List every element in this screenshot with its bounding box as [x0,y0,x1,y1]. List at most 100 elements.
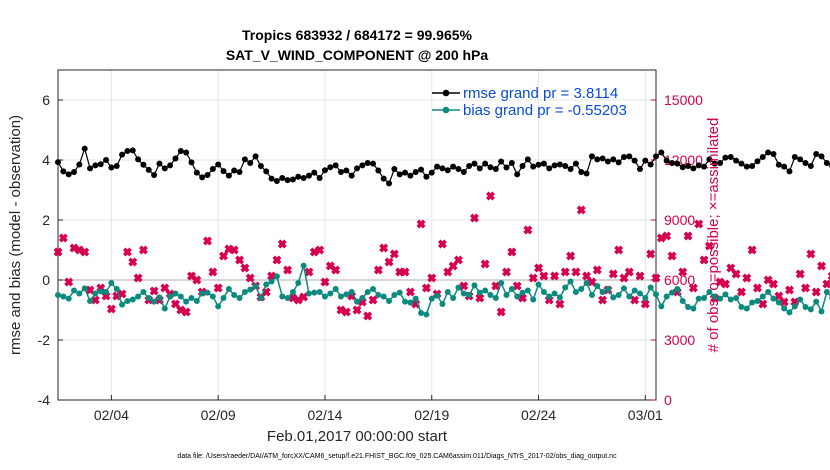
bias-point [572,289,579,295]
obs-point [608,269,618,279]
rmse-point [113,163,120,169]
obs-point [576,205,586,215]
rmse-point [354,165,360,172]
rmse-point [391,166,398,172]
bias-point [615,292,622,298]
rmse-point [450,163,457,170]
bias-point [87,298,94,304]
right-y-tick-label: 3000 [664,332,695,348]
bias-point [503,292,510,298]
rmse-point [92,162,99,169]
rmse-point [151,172,158,178]
chart-title-line1: Tropics 683932 / 684172 = 99.965% [242,27,473,43]
bias-point [423,311,430,318]
bias-point [765,289,772,295]
obs-point [555,299,565,309]
bias-point [743,305,750,312]
rmse-point [594,156,601,163]
obs-point [806,249,816,259]
bias-point [594,283,601,289]
rmse-point [679,164,686,171]
rmse-point [727,154,734,160]
left-y-axis-label: rmse and bias (model - observation) [7,115,24,355]
rmse-point [754,158,761,165]
bias-point [60,293,67,300]
bias-point [786,309,793,316]
bias-point [711,293,718,300]
obs-point [566,251,576,261]
rmse-point [733,157,740,164]
bias-point [289,289,296,295]
bias-point [610,294,617,301]
bias-point [167,293,174,300]
rmse-point [145,166,152,173]
left-y-tick-label: -2 [38,332,51,348]
bias-point [588,292,595,298]
rmse-point [55,159,61,166]
obs-point [288,293,298,303]
bias-point [412,295,419,302]
bias-point [92,290,99,297]
left-y-tick-label: 2 [42,212,50,228]
rmse-point [765,149,772,156]
rmse-point [791,154,798,160]
obs-point [235,255,245,265]
obs-point [768,279,778,289]
rmse-point [524,156,531,163]
rmse-point [348,172,355,179]
bias-point [231,292,238,298]
rmse-point [631,157,638,164]
obs-point [785,285,794,295]
obs-point [469,213,479,223]
rmse-point [370,160,377,167]
obs-point [704,241,714,251]
obs-point [507,247,517,257]
rmse-point [567,166,574,172]
bias-point [402,298,409,305]
x-tick-label: 03/01 [628,407,663,423]
obs-point [683,231,693,241]
rmse-point [209,166,216,172]
bias-point [604,286,611,292]
obs-point [53,247,63,257]
bias-point [124,298,131,304]
bias-point [279,293,286,300]
bias-point [669,289,676,296]
x-tick-label: 02/09 [201,407,236,423]
rmse-point [103,157,110,163]
rmse-point [140,161,147,168]
bias-point [407,299,414,306]
obs-point [635,271,645,281]
rmse-point [546,165,553,172]
obs-point [720,279,730,289]
obs-point [389,249,399,259]
obs-point [742,273,752,283]
rmse-point [503,164,510,171]
obs-point [512,281,522,291]
rmse-point [738,160,745,167]
rmse-point [418,166,425,173]
rmse-point [65,171,72,178]
bias-point [727,296,734,303]
obs-point [427,273,437,283]
bias-point [738,304,745,310]
obs-point [811,287,821,297]
bias-point [663,293,670,300]
obs-point [651,273,661,283]
bias-point [695,295,702,302]
bias-point [583,280,590,286]
bias-point [556,294,563,301]
obs-point [277,239,287,249]
obs-point [219,251,228,261]
rmse-point [770,151,777,157]
rmse-point [247,160,254,166]
obs-point [90,295,100,305]
rmse-point [386,180,393,187]
obs-point [58,233,68,243]
bias-point [97,288,104,295]
bias-point [55,292,61,298]
rmse-point [183,149,190,156]
bias-point [81,285,88,292]
rmse-point [802,160,809,166]
